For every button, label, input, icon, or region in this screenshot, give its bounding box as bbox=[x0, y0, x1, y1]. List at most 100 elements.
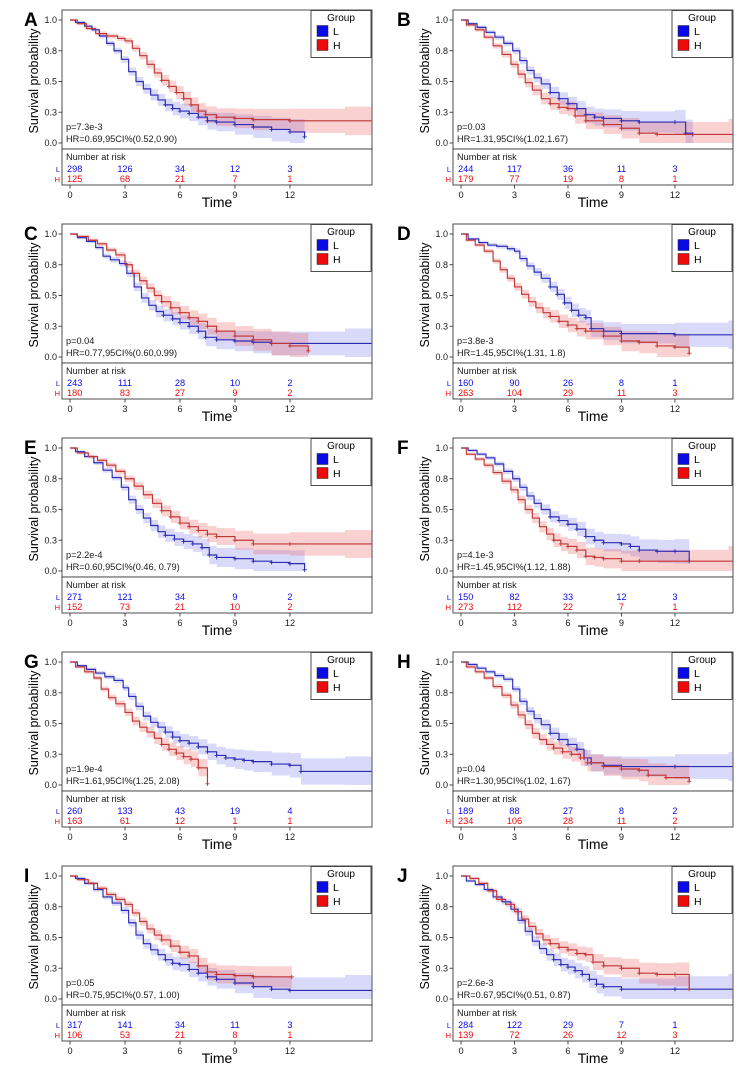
x-tick-label: 6 bbox=[177, 618, 182, 628]
x-tick-label: 0 bbox=[458, 832, 463, 842]
y-tick-label: 0.3 bbox=[44, 107, 57, 117]
risk-count-H: 163 bbox=[67, 816, 82, 826]
y-tick-label: 0.0 bbox=[435, 994, 448, 1004]
x-tick-label: 0 bbox=[67, 404, 72, 414]
km-curves-group bbox=[70, 447, 372, 572]
time-axis-title: Time bbox=[202, 194, 233, 210]
y-tick-label: 0.0 bbox=[44, 138, 57, 148]
legend-swatch-H bbox=[677, 681, 690, 693]
time-axis-title: Time bbox=[578, 1050, 609, 1066]
censor-marks-L bbox=[163, 957, 293, 993]
km-curve-H bbox=[461, 233, 690, 354]
confidence-band-H bbox=[70, 20, 372, 137]
km-curve-H bbox=[461, 19, 733, 135]
time-axis-title: Time bbox=[202, 622, 233, 638]
risk-count-L: 2 bbox=[287, 378, 292, 388]
risk-count-H: 21 bbox=[175, 602, 185, 612]
risk-count-L: 10 bbox=[230, 378, 240, 388]
risk-count-H: 12 bbox=[616, 1030, 626, 1040]
censor-marks-H bbox=[548, 314, 692, 356]
survival-axis-title: Survival probability bbox=[27, 28, 41, 134]
y-tick-label: 0.8 bbox=[435, 474, 448, 484]
x-tick-label: 0 bbox=[67, 618, 72, 628]
legend-label-H: H bbox=[694, 254, 702, 266]
risk-count-L: 3 bbox=[287, 1020, 292, 1030]
risk-table-header: Number at risk bbox=[66, 366, 126, 376]
legend-swatch-H bbox=[316, 895, 329, 907]
km-curve-L bbox=[70, 447, 306, 570]
x-tick-label: 9 bbox=[232, 404, 237, 414]
risk-count-L: 12 bbox=[230, 164, 240, 174]
risk-count-L: 29 bbox=[563, 1020, 573, 1030]
p-value-label: p=1.9e-4 bbox=[66, 764, 103, 774]
y-tick-label: 0.5 bbox=[44, 505, 57, 515]
plot-border bbox=[452, 437, 734, 578]
hr-label: HR=1.30,95CI%(1.02, 1.67) bbox=[457, 776, 571, 786]
risk-count-H: 21 bbox=[175, 1030, 185, 1040]
x-tick-label: 3 bbox=[122, 832, 127, 842]
legend-swatch-L bbox=[316, 25, 329, 37]
km-curves-group bbox=[70, 233, 372, 357]
risk-count-H: 11 bbox=[617, 816, 627, 826]
censor-marks-H bbox=[548, 941, 692, 992]
legend-swatch-H bbox=[677, 39, 690, 51]
x-tick-label: 9 bbox=[619, 190, 624, 200]
risk-count-L: 33 bbox=[563, 592, 573, 602]
risk-row-label-H: H bbox=[55, 817, 60, 826]
censor-marks-H bbox=[551, 538, 642, 564]
panel-letter: F bbox=[397, 438, 409, 459]
y-tick-label: 0.0 bbox=[435, 138, 448, 148]
confidence-band-L bbox=[70, 448, 305, 571]
p-value-label: p=3.8e-3 bbox=[457, 336, 494, 346]
survival-axis-title: Survival probability bbox=[418, 28, 432, 134]
risk-count-L: 133 bbox=[117, 806, 132, 816]
risk-table-border bbox=[61, 148, 373, 186]
risk-count-H: 1 bbox=[672, 602, 677, 612]
km-curves-group bbox=[461, 233, 733, 357]
p-value-label: p=7.3e-3 bbox=[66, 122, 103, 132]
km-curve-L bbox=[70, 233, 372, 345]
y-tick-label: 0.0 bbox=[435, 352, 448, 362]
x-tick-label: 12 bbox=[285, 832, 295, 842]
x-tick-label: 3 bbox=[512, 190, 517, 200]
legend-title: Group bbox=[688, 869, 716, 880]
risk-table-header: Number at risk bbox=[457, 580, 517, 590]
confidence-band-L bbox=[461, 662, 733, 782]
hr-label: HR=1.45,95CI%(1.31, 1.8) bbox=[457, 348, 566, 358]
censor-marks-L bbox=[163, 102, 307, 139]
legend-swatch-H bbox=[677, 467, 690, 479]
risk-row-label-H: H bbox=[55, 389, 60, 398]
y-tick-label: 0.0 bbox=[44, 352, 57, 362]
x-tick-label: 0 bbox=[458, 190, 463, 200]
risk-count-L: 36 bbox=[563, 164, 573, 174]
risk-count-L: 34 bbox=[175, 592, 185, 602]
km-curves-group bbox=[461, 875, 733, 999]
risk-count-L: 2 bbox=[672, 806, 677, 816]
risk-count-H: 53 bbox=[120, 1030, 130, 1040]
censor-marks-L bbox=[548, 514, 692, 564]
risk-table-header: Number at risk bbox=[66, 580, 126, 590]
legend-label-L: L bbox=[694, 454, 700, 466]
risk-count-H: 26 bbox=[563, 1030, 573, 1040]
legend-label-L: L bbox=[694, 668, 700, 680]
risk-count-H: 72 bbox=[509, 1030, 519, 1040]
x-tick-label: 9 bbox=[232, 190, 237, 200]
x-tick-label: 0 bbox=[458, 618, 463, 628]
panel-letter: G bbox=[24, 652, 39, 673]
y-tick-label: 1.0 bbox=[435, 871, 448, 881]
p-value-label: p=2.2e-4 bbox=[66, 550, 103, 560]
x-tick-label: 6 bbox=[565, 832, 570, 842]
censor-marks-L bbox=[548, 90, 695, 137]
x-tick-label: 12 bbox=[285, 190, 295, 200]
legend-swatch-L bbox=[677, 667, 690, 679]
risk-count-H: 83 bbox=[120, 388, 130, 398]
legend-label-H: H bbox=[333, 254, 341, 266]
legend-title: Group bbox=[688, 655, 716, 666]
y-tick-label: 0.8 bbox=[44, 688, 57, 698]
km-curves-group bbox=[461, 19, 733, 143]
y-tick-label: 0.8 bbox=[44, 902, 57, 912]
confidence-band-L bbox=[70, 234, 372, 357]
y-tick-label: 1.0 bbox=[44, 657, 57, 667]
